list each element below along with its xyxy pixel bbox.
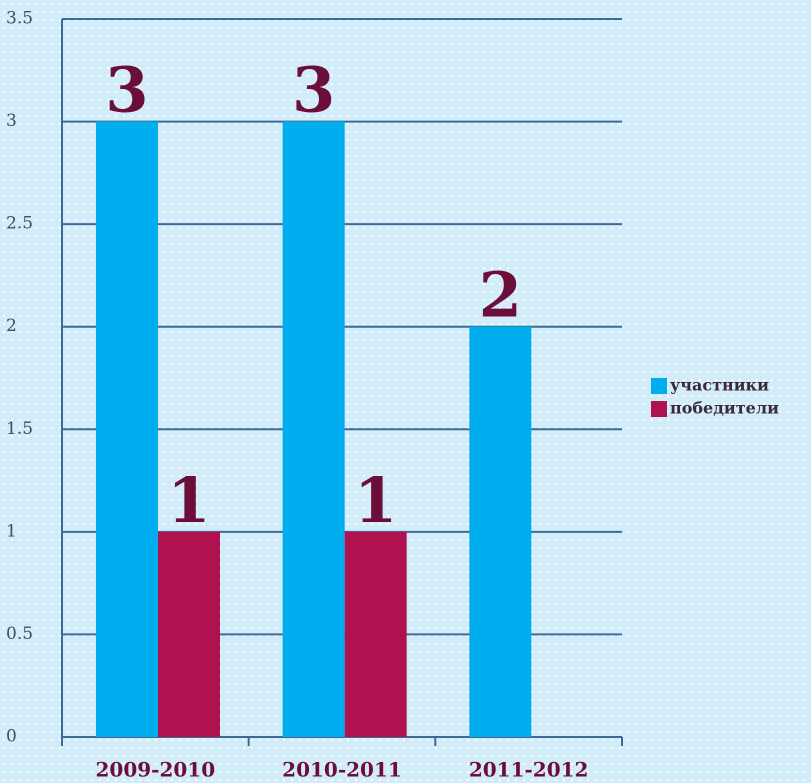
x-tick-label: 2009-2010 <box>96 758 216 782</box>
y-tick-label: 0 <box>6 727 17 747</box>
bar <box>96 121 158 738</box>
y-tick-label: 2 <box>6 316 17 336</box>
legend-swatch <box>651 378 667 394</box>
y-tick-label: 2.5 <box>6 214 33 234</box>
y-tick-label: 3.5 <box>6 9 33 29</box>
legend-label: участники <box>670 376 769 395</box>
data-label: 3 <box>105 54 148 127</box>
bar <box>344 531 407 737</box>
y-tick-label: 0.5 <box>6 624 33 644</box>
y-tick-label: 1 <box>6 521 17 541</box>
bar <box>469 326 532 737</box>
data-label: 1 <box>167 464 210 537</box>
legend-label: победители <box>670 399 779 418</box>
y-tick-label: 3 <box>6 111 17 131</box>
bar <box>282 121 345 738</box>
data-label: 3 <box>292 54 335 127</box>
data-label: 1 <box>354 464 397 537</box>
legend-swatch <box>651 401 667 417</box>
x-tick-label: 2011-2012 <box>469 758 589 782</box>
data-label: 2 <box>479 259 522 332</box>
x-tick-label: 2010-2011 <box>282 758 402 782</box>
y-tick-label: 1.5 <box>6 419 33 439</box>
bar <box>158 531 220 737</box>
